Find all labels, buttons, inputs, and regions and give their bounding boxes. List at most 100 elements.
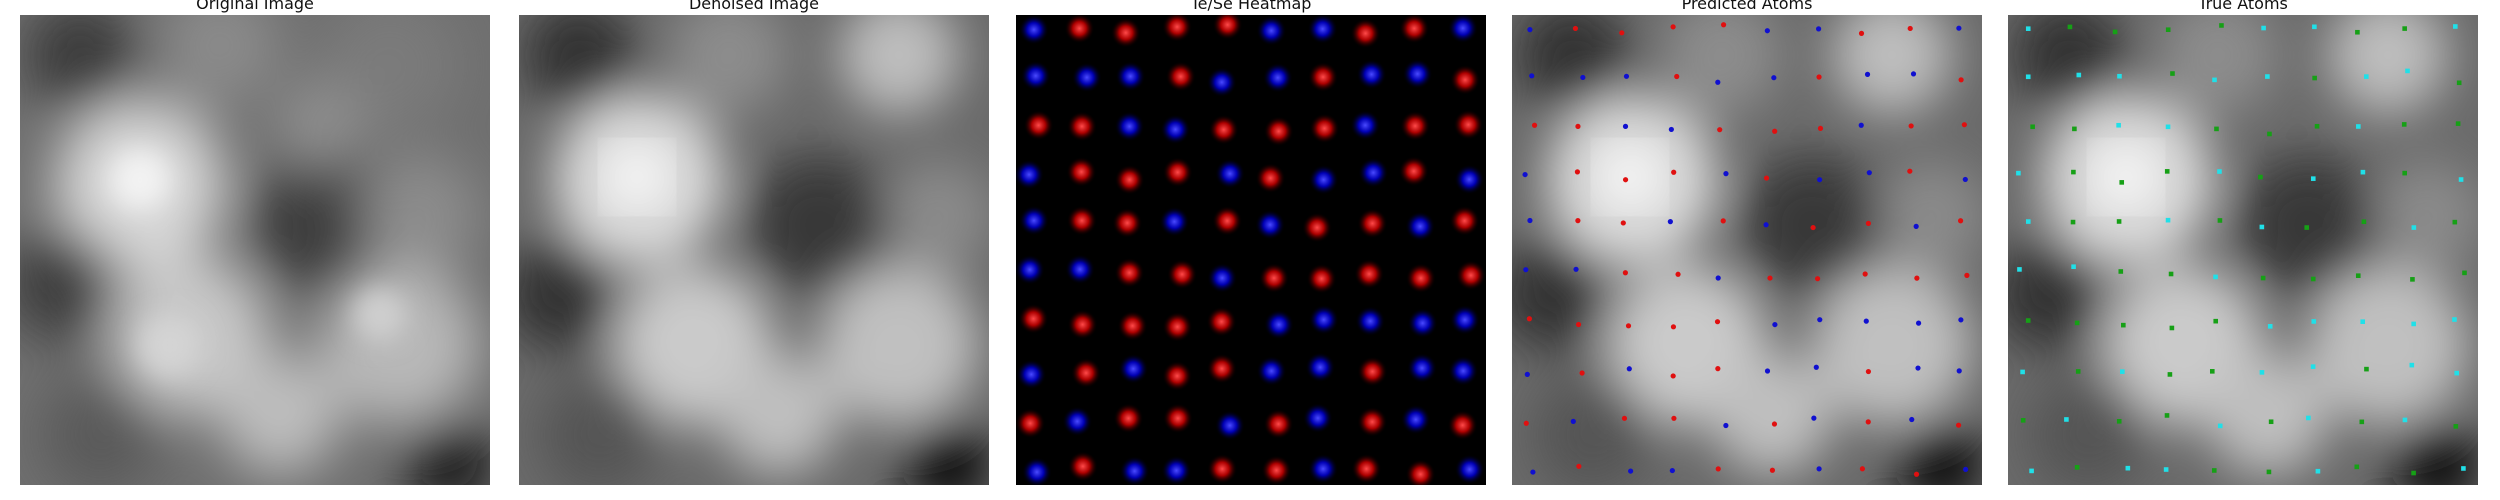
te-blob xyxy=(1255,163,1286,194)
true-se-marker xyxy=(2213,274,2218,280)
predicted-te-marker xyxy=(1955,422,1962,428)
predicted-te-marker xyxy=(1858,30,1865,36)
true-te-marker xyxy=(2455,121,2461,126)
true-te-marker xyxy=(2266,469,2272,475)
predicted-se-marker xyxy=(1527,27,1533,33)
true-se-marker xyxy=(2267,324,2273,329)
te-blob xyxy=(1066,205,1097,236)
te-blob xyxy=(1354,258,1385,289)
true-se-marker xyxy=(2265,74,2270,79)
predicted-se-marker xyxy=(1523,267,1529,273)
true-se-marker xyxy=(2310,364,2316,369)
true-se-marker xyxy=(2311,319,2317,324)
te-blob xyxy=(1167,259,1198,290)
se-blob xyxy=(1350,110,1381,141)
true-te-marker xyxy=(2258,174,2263,180)
true-te-marker xyxy=(2402,26,2407,31)
predicted-se-marker xyxy=(1715,275,1721,281)
true-se-marker xyxy=(2076,72,2082,78)
true-se-marker xyxy=(2360,319,2366,324)
true-se-marker xyxy=(2458,177,2464,182)
se-blob xyxy=(1358,157,1389,188)
true-te-marker xyxy=(2071,169,2076,175)
true-te-marker xyxy=(2070,219,2076,225)
predicted-te-marker xyxy=(1670,24,1676,30)
true-te-marker xyxy=(2410,277,2415,282)
true-te-marker xyxy=(2267,131,2272,137)
se-blob xyxy=(1159,206,1190,237)
true-te-marker xyxy=(2401,122,2407,127)
predicted-se-marker xyxy=(1866,170,1872,176)
te-blob xyxy=(1450,64,1481,95)
true-se-marker xyxy=(2071,264,2076,269)
predicted-te-marker xyxy=(1715,366,1721,372)
true-se-marker xyxy=(2363,74,2369,79)
true-se-marker xyxy=(2259,224,2265,230)
true-se-marker xyxy=(2025,219,2031,224)
true-se-marker xyxy=(2261,25,2266,31)
se-blob xyxy=(1214,410,1245,441)
se-blob xyxy=(1400,404,1431,435)
true-te-marker xyxy=(2118,269,2124,274)
true-se-marker xyxy=(2017,267,2022,272)
true-te-marker xyxy=(2453,424,2459,429)
te-blob xyxy=(1206,353,1237,384)
true-se-marker xyxy=(2310,176,2316,181)
true-se-marker xyxy=(2165,124,2171,130)
true-se-marker xyxy=(2020,369,2025,375)
te-blob xyxy=(1308,62,1339,93)
predicted-se-marker xyxy=(1864,71,1871,77)
predicted-te-marker xyxy=(1865,368,1872,375)
predicted-se-marker xyxy=(1622,123,1629,129)
se-blob xyxy=(1448,355,1479,386)
te-blob xyxy=(1400,110,1431,141)
se-blob xyxy=(1206,67,1237,98)
se-blob xyxy=(1016,359,1047,390)
predicted-se-marker xyxy=(1715,79,1721,85)
true-te-marker xyxy=(2074,465,2080,470)
te-blob xyxy=(1302,212,1333,243)
se-blob xyxy=(1356,59,1387,90)
true-te-marker xyxy=(2359,419,2365,425)
se-blob xyxy=(1021,457,1052,485)
predicted-te-marker xyxy=(1964,272,1970,278)
panel-title: Original Image xyxy=(196,0,314,13)
predicted-te-marker xyxy=(1674,73,1680,80)
predicted-panel: Predicted Atoms xyxy=(1512,0,1982,500)
true-te-marker xyxy=(2020,418,2026,423)
true-se-marker xyxy=(2306,415,2311,421)
panel-title: True Atoms xyxy=(2198,0,2288,13)
true-se-marker xyxy=(2165,217,2171,223)
te-blob xyxy=(1350,18,1381,49)
predicted-te-marker xyxy=(1810,224,1816,231)
predicted-se-marker xyxy=(1816,26,1822,32)
te-blob xyxy=(1351,453,1382,484)
te-blob xyxy=(1114,257,1145,288)
predicted-se-marker xyxy=(1667,219,1673,225)
true-se-marker xyxy=(2411,225,2417,230)
te-blob xyxy=(1258,263,1289,294)
predicted-se-marker xyxy=(1963,466,1969,473)
predicted-te-marker xyxy=(1575,218,1581,224)
predicted-te-marker xyxy=(1670,373,1676,379)
predicted-se-marker xyxy=(1816,466,1822,472)
true-te-marker xyxy=(2119,180,2125,185)
true-te-marker xyxy=(2025,318,2031,323)
se-blob xyxy=(1114,111,1145,142)
te-blob xyxy=(1162,311,1193,342)
predicted-se-marker xyxy=(1628,468,1634,474)
se-blob xyxy=(1018,205,1049,236)
te-blob xyxy=(1023,110,1054,141)
se-blob xyxy=(1305,352,1336,383)
predicted-te-marker xyxy=(1620,220,1626,226)
true-te-marker xyxy=(2112,29,2118,35)
predicted-se-marker xyxy=(1763,222,1769,228)
predicted-te-marker xyxy=(1958,77,1964,83)
te-blob xyxy=(1016,408,1046,439)
predicted-te-marker xyxy=(1619,30,1625,36)
se-blob xyxy=(1062,406,1093,437)
predicted-te-marker xyxy=(1572,25,1579,32)
predicted-se-marker xyxy=(1817,317,1823,323)
se-blob xyxy=(1071,62,1102,93)
true-se-marker xyxy=(2461,466,2466,471)
